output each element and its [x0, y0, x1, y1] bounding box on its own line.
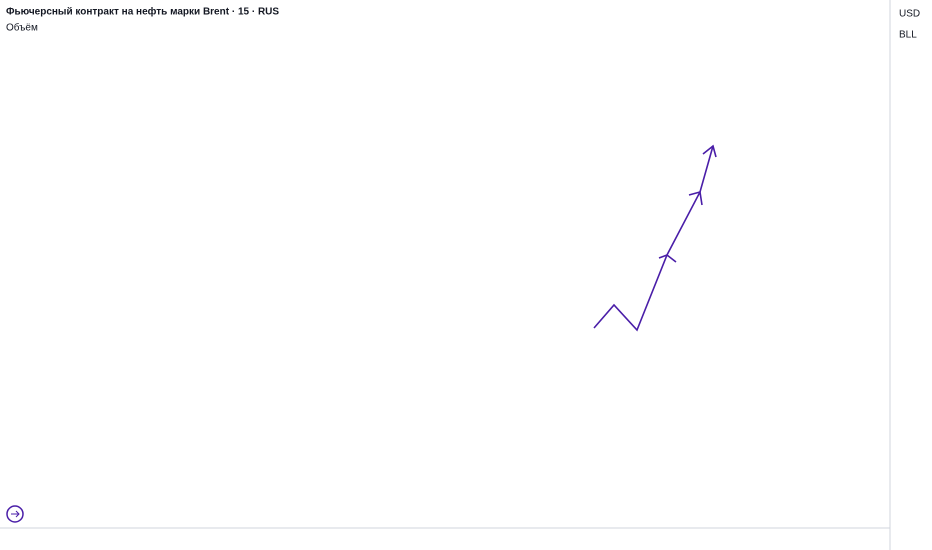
goto-icon — [11, 510, 20, 518]
arrow-head — [658, 254, 677, 263]
drawing-arrow — [593, 145, 714, 332]
chart-title: Фьючерсный контракт на нефть марки Brent… — [6, 6, 279, 18]
arrow-head — [702, 144, 717, 158]
currency[interactable]: USD — [899, 9, 920, 20]
arrow-head — [688, 190, 703, 206]
volume-title: Объём — [6, 22, 38, 34]
unit[interactable]: BLL — [899, 30, 917, 41]
